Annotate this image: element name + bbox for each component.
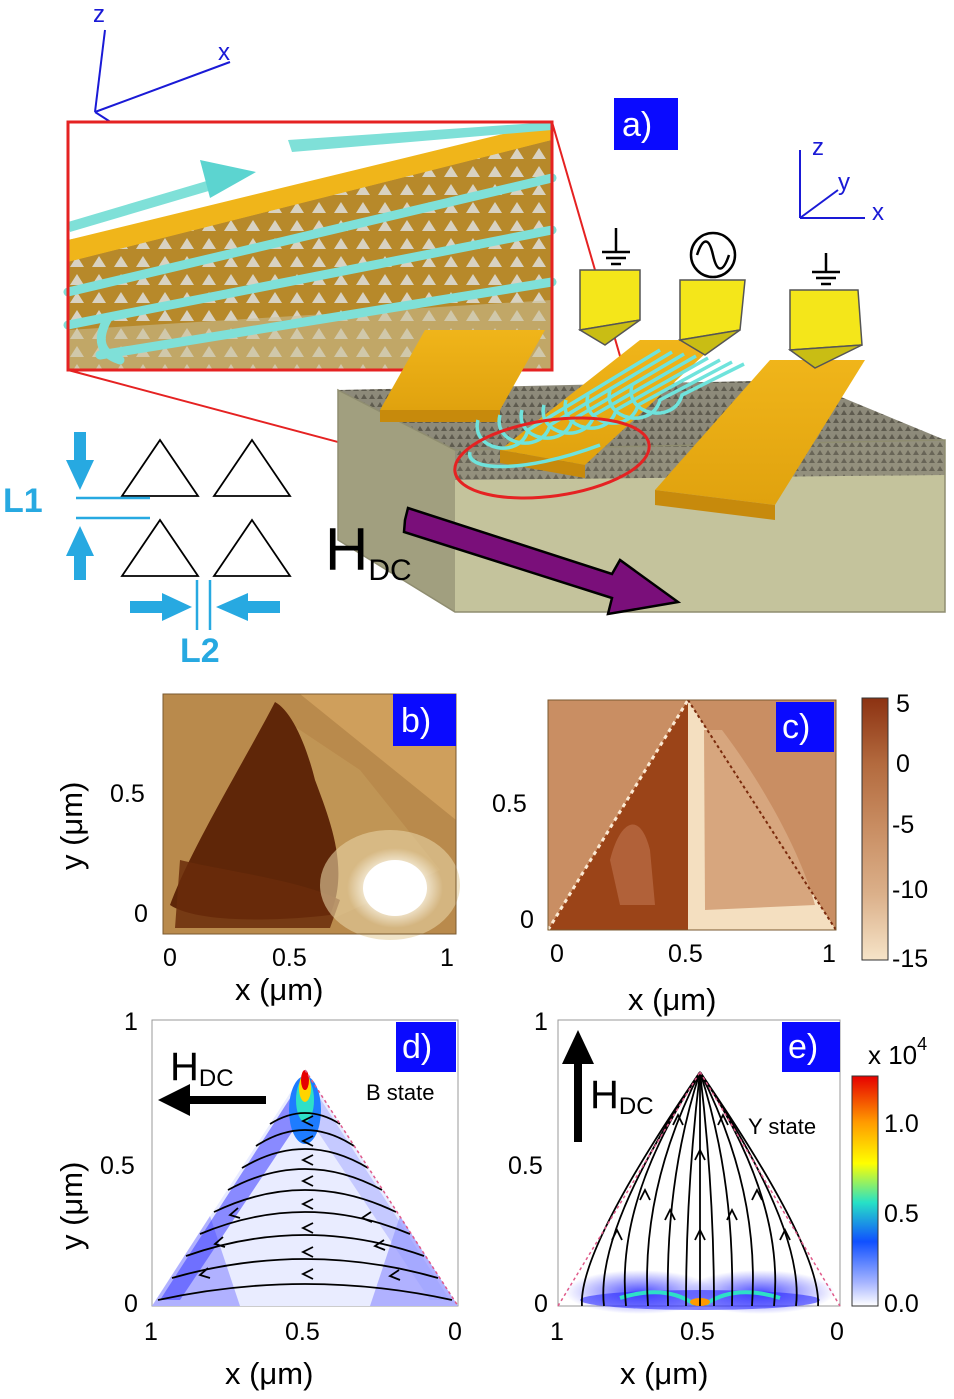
panel-e-cbar-tick-0: 1.0 [884,1110,919,1138]
ac-source-icon [689,231,737,279]
panel-e-field-map [565,1270,835,1314]
panel-c-cbar-tick-4: -15 [892,945,928,973]
panel-c-colorbar [861,697,889,961]
device-axis-x: x [872,199,884,226]
panel-e-tag: e) [788,1028,818,1066]
inset-zoom-box [63,120,557,372]
panel-c-ytick-0: 0 [520,906,534,934]
panel-e-field-label: HDC [590,1073,654,1120]
panel-b-xtick-1: 0.5 [272,944,307,972]
inset-axis-x: x [218,39,230,66]
panel-a-tag-bg [614,98,678,150]
panel-d-ytick-2: 0 [124,1290,138,1318]
panel-b-ylabel: y (μm) [54,782,89,870]
panel-b-tag-bg [393,694,456,746]
panel-b-ytick-0: 0 [134,900,148,928]
panel-d-field-label: HDC [170,1045,234,1092]
panel-e-field-arrow [562,1030,594,1142]
panel-e-ytick-1: 0.5 [508,1152,543,1180]
panel-b-tag: b) [401,702,431,740]
panel-d-stream-arrows [198,1115,401,1281]
panel-d-xlabel: x (μm) [225,1356,313,1391]
panel-e-tag-bg [782,1022,840,1072]
panel-d-tag-bg [396,1022,456,1072]
panel-e-ytick-0: 1 [534,1008,548,1036]
panel-d-field-arrow [158,1084,266,1116]
zoom-ellipse [453,416,651,500]
field-arrow [402,506,682,616]
panel-c-cbar-tick-2: -5 [892,811,914,839]
l1-label: L1 [3,482,43,520]
panel-b-ytick-1: 0.5 [110,780,145,808]
panel-b: b) 0 0.5 1 0 0.5 x (μm) y (μm) [54,693,460,1007]
panel-c-cbar-tick-3: -10 [892,876,928,904]
panel-c-tag: c) [782,708,810,746]
panel-e-state: Y state [748,1114,816,1139]
ground-icon [602,228,630,266]
panel-e: e) Y state HDC x 104 1.0 0.5 0.0 1 0.5 0… [508,1008,927,1391]
panel-d-xtick-1: 0.5 [285,1318,320,1346]
waveguide-left [380,330,545,422]
device-axis-y: y [838,169,850,196]
panel-c-xtick-0: 0 [550,940,564,968]
panel-e-xlabel: x (μm) [620,1356,708,1391]
waveguide-right [655,360,865,520]
l1-marker [66,432,150,580]
l2-marker [130,580,280,630]
panel-b-image [162,693,460,940]
panel-d-edge-right [304,1069,459,1307]
coil-loops [468,348,745,469]
panel-c-cbar-tick-0: 5 [896,690,910,718]
panel-c-xtick-2: 1 [822,940,836,968]
panel-c-tag-bg [776,702,834,752]
panel-b-xtick-0: 0 [163,944,177,972]
l2-label: L2 [180,632,220,670]
panel-d-ytick-0: 1 [124,1008,138,1036]
panel-b-xtick-2: 1 [440,944,454,972]
lattice-schematic [120,438,292,577]
panel-d-tag: d) [402,1028,432,1066]
panel-d-state: B state [366,1080,434,1105]
current-arrow [68,122,552,232]
panel-e-stream-arrows [611,1112,791,1241]
device-axes [799,150,865,219]
panel-c-xlabel: x (μm) [628,982,716,1017]
panel-d-xtick-0: 1 [144,1318,158,1346]
panel-c: c) 5 0 -5 -10 -15 0 0.5 1 0 0.5 x (μm) [492,690,928,1017]
panel-e-xtick-0: 1 [550,1318,564,1346]
panel-e-cbar-tick-2: 0.0 [884,1290,919,1318]
panel-e-ytick-2: 0 [534,1290,548,1318]
panel-e-cbar-tick-1: 0.5 [884,1200,919,1228]
panel-e-xtick-1: 0.5 [680,1318,715,1346]
panel-e-colorbar [851,1075,879,1307]
panel-c-ytick-1: 0.5 [492,790,527,818]
panel-c-xtick-1: 0.5 [668,940,703,968]
panel-a-tag: a) [622,106,652,144]
probe-ground-right [787,289,863,369]
panel-a: z x y [3,1,946,670]
panel-e-edge-left [557,1071,701,1307]
panel-c-cbar-tick-1: 0 [896,750,910,778]
inset-axis-z: z [93,1,105,28]
panel-e-cbar-title: x 104 [868,1034,927,1070]
ground-icon [812,253,840,286]
probe-signal [677,279,746,356]
field-label-a: HDC [325,516,412,587]
panel-e-xtick-2: 0 [830,1318,844,1346]
panel-d-ytick-1: 0.5 [100,1152,135,1180]
panel-d-xtick-2: 0 [448,1318,462,1346]
panel-d: d) B state HDC 1 0.5 0 1 0.5 0 x (μm) y … [54,1008,462,1391]
probe-ground-left [577,269,641,346]
panel-d-ylabel: y (μm) [54,1162,89,1250]
device-axis-z: z [812,134,824,161]
panel-b-xlabel: x (μm) [235,972,323,1007]
